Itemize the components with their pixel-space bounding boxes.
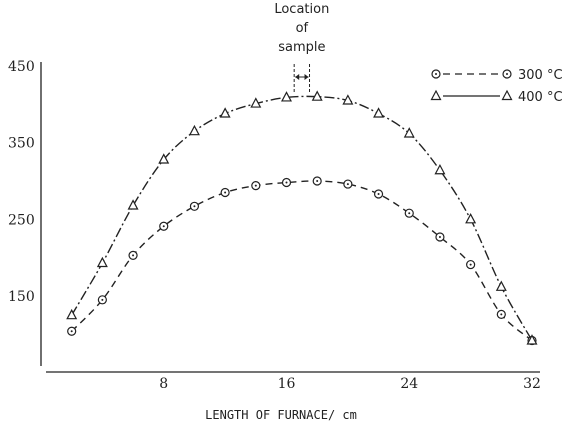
data-point-series-1 — [343, 179, 353, 189]
data-point-series-1 — [67, 326, 77, 336]
circle-marker-dot — [316, 180, 319, 182]
circle-marker-dot — [254, 184, 257, 187]
legend-item: 300 °C — [431, 68, 563, 83]
data-point-series-2 — [281, 91, 292, 102]
data-point-series-1 — [496, 309, 506, 319]
y-tick-label: 350 — [8, 136, 35, 152]
y-tick-label: 450 — [8, 59, 35, 75]
circle-marker-dot — [132, 254, 135, 257]
x-tick-label: 32 — [523, 376, 541, 392]
data-point-series-1 — [373, 189, 384, 199]
x-tick-label: 8 — [159, 376, 168, 392]
circle-marker-dot — [285, 181, 288, 184]
circle-marker-dot — [193, 205, 196, 208]
data-point-series-2 — [526, 334, 538, 345]
annotation-text: Location — [274, 2, 329, 17]
data-point-series-2 — [127, 199, 139, 210]
data-point-series-1 — [159, 221, 169, 231]
y-tick-label: 250 — [8, 212, 35, 228]
data-point-series-1 — [435, 232, 445, 242]
data-point-series-2 — [342, 94, 354, 105]
data-point-series-2 — [250, 97, 262, 108]
circle-marker-dot — [346, 183, 349, 186]
data-point-series-1 — [220, 187, 230, 198]
data-point-series-2 — [311, 90, 323, 101]
data-point-series-1 — [404, 208, 414, 218]
series-line-1 — [71, 180, 533, 342]
x-tick-label: 24 — [400, 376, 418, 392]
legend: 300 °C 400 °C — [430, 68, 563, 105]
circle-marker-dot — [162, 225, 165, 228]
circle-marker-dot — [70, 330, 73, 333]
data-point-series-1 — [251, 181, 261, 191]
legend-label: 300 °C — [518, 68, 563, 83]
data-point-series-2 — [188, 124, 200, 136]
legend-label: 400 °C — [518, 90, 563, 105]
circle-marker-dot — [224, 191, 227, 194]
data-point-series-2 — [158, 153, 170, 164]
data-point-series-2 — [96, 256, 108, 268]
circle-marker-dot — [469, 263, 472, 266]
sample-location-annotation: Location of sample — [274, 2, 329, 92]
data-point-series-2 — [403, 127, 415, 138]
data-point-series-1 — [312, 176, 322, 186]
data-point-series-1 — [466, 259, 476, 270]
data-point-series-2 — [465, 213, 477, 224]
legend-marker-end — [502, 69, 512, 79]
data-point-series-2 — [66, 308, 78, 320]
data-point-series-2 — [495, 280, 507, 291]
circle-marker-dot — [408, 212, 411, 215]
circle-marker-dot — [506, 73, 508, 75]
legend-marker-end — [501, 89, 513, 101]
data-point-series-1 — [189, 201, 200, 211]
y-tick-label: 150 — [8, 289, 35, 305]
axes: 150 250 350 450 8 16 24 32 LENGTH OF FURNACE/ cm — [8, 59, 541, 422]
legend-item: 400 °C — [430, 89, 563, 105]
legend-marker-start — [431, 69, 441, 79]
annotation-arrowhead-left — [295, 74, 300, 80]
annotation-arrowhead-right — [304, 74, 309, 80]
data-point-series-2 — [219, 107, 231, 118]
circle-marker-dot — [500, 313, 503, 316]
data-point-series-1 — [97, 295, 107, 305]
data-point-series-2 — [434, 163, 446, 175]
circle-marker-dot — [101, 298, 104, 301]
annotation-text: of — [296, 21, 309, 36]
series-curves — [71, 95, 533, 342]
x-axis-title: LENGTH OF FURNACE/ cm — [205, 408, 357, 422]
data-point-series-1 — [128, 250, 138, 260]
annotation-text: sample — [278, 40, 325, 55]
series-markers — [66, 90, 538, 346]
data-point-series-1 — [281, 177, 292, 188]
legend-marker-start — [430, 89, 442, 101]
x-tick-label: 16 — [278, 376, 296, 392]
circle-marker-dot — [438, 235, 441, 238]
series-line-2 — [71, 95, 533, 341]
circle-marker-dot — [435, 73, 437, 75]
data-point-series-2 — [373, 107, 385, 118]
circle-marker-dot — [377, 193, 380, 196]
